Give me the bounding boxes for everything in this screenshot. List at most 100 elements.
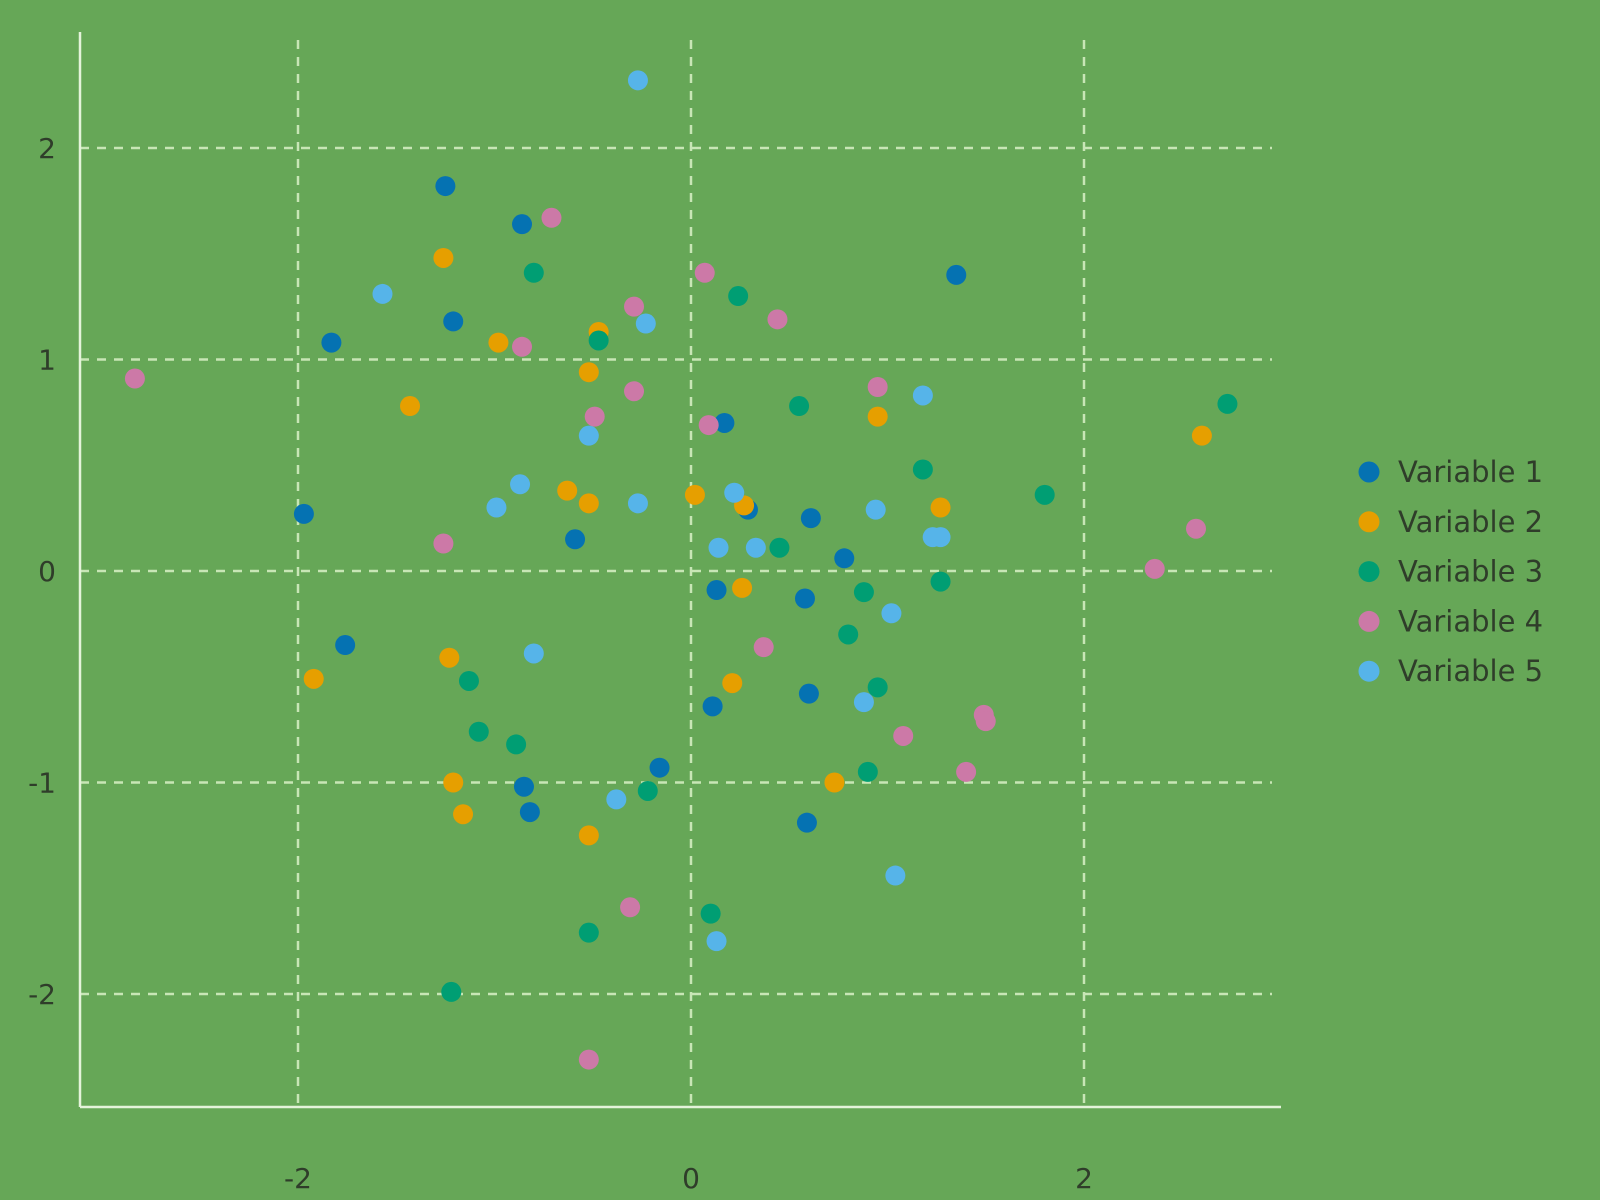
data-point: [443, 772, 464, 793]
y-tick-label: -1: [28, 767, 56, 800]
data-point: [433, 533, 454, 554]
data-point: [853, 582, 874, 603]
data-point: [578, 425, 599, 446]
data-point: [930, 527, 951, 548]
data-points: [124, 70, 1238, 1070]
data-point: [637, 780, 658, 801]
legend-marker: [1358, 561, 1380, 583]
data-point: [867, 376, 888, 397]
data-point: [853, 692, 874, 713]
data-point: [588, 330, 609, 351]
data-point: [798, 683, 819, 704]
data-point: [649, 757, 670, 778]
data-point: [881, 603, 902, 624]
data-point: [512, 336, 533, 357]
data-point: [732, 577, 753, 598]
x-tick-label: -2: [284, 1162, 312, 1195]
data-point: [486, 497, 507, 518]
data-point: [769, 537, 790, 558]
data-point: [627, 70, 648, 91]
data-point: [700, 903, 721, 924]
data-point: [443, 311, 464, 332]
data-point: [865, 499, 886, 520]
data-point: [824, 772, 845, 793]
x-tick-label: 0: [682, 1162, 700, 1195]
legend-item-1: Variable 1: [1358, 455, 1543, 489]
data-point: [867, 677, 888, 698]
data-point: [557, 480, 578, 501]
legend-label: Variable 4: [1398, 604, 1543, 638]
data-point: [303, 668, 324, 689]
data-point: [124, 368, 145, 389]
data-point: [838, 624, 859, 645]
legend-marker: [1358, 511, 1380, 533]
data-point: [541, 207, 562, 228]
data-point: [722, 673, 743, 694]
data-point: [512, 214, 533, 235]
data-point: [789, 396, 810, 417]
data-point: [694, 262, 715, 283]
data-point: [293, 503, 314, 524]
data-point: [794, 588, 815, 609]
legend-label: Variable 5: [1398, 654, 1543, 688]
data-point: [435, 176, 456, 197]
legend-label: Variable 1: [1398, 455, 1543, 489]
legend-label: Variable 2: [1398, 505, 1543, 539]
data-point: [578, 1049, 599, 1070]
y-tick-label: 2: [38, 132, 56, 165]
data-point: [912, 459, 933, 480]
data-point: [620, 897, 641, 918]
data-point: [930, 571, 951, 592]
data-point: [684, 484, 705, 505]
data-point: [578, 922, 599, 943]
data-point: [584, 406, 605, 427]
data-point: [714, 412, 735, 433]
data-point: [372, 283, 393, 304]
data-point: [519, 802, 540, 823]
data-point: [885, 865, 906, 886]
data-point: [753, 637, 774, 658]
data-point: [767, 309, 788, 330]
series-5: [372, 70, 951, 952]
tick-labels: -2 0 2 2 1 0 -1 -2: [28, 132, 1093, 1195]
data-point: [453, 804, 474, 825]
legend: Variable 1 Variable 2 Variable 3 Variable 4…: [1358, 455, 1543, 688]
data-point: [624, 381, 645, 402]
data-point: [488, 332, 509, 353]
data-point: [627, 493, 648, 514]
data-point: [523, 262, 544, 283]
data-point: [724, 482, 745, 503]
data-point: [335, 635, 356, 656]
data-point: [458, 670, 479, 691]
axes: [78, 32, 1281, 1109]
series-3: [441, 262, 1238, 1002]
legend-marker: [1358, 660, 1380, 682]
data-point: [706, 580, 727, 601]
data-point: [800, 508, 821, 529]
data-point: [513, 776, 534, 797]
data-point: [578, 825, 599, 846]
data-point: [441, 981, 462, 1002]
series-1: [293, 176, 967, 833]
legend-marker: [1358, 610, 1380, 632]
data-point: [834, 548, 855, 569]
data-point: [510, 474, 531, 495]
data-point: [708, 537, 729, 558]
data-point: [1191, 425, 1212, 446]
data-point: [606, 789, 627, 810]
data-point: [930, 497, 951, 518]
data-point: [857, 761, 878, 782]
data-point: [698, 415, 719, 436]
data-point: [702, 696, 723, 717]
data-point: [796, 812, 817, 833]
legend-item-5: Variable 5: [1358, 654, 1543, 688]
data-point: [1186, 518, 1207, 539]
legend-item-3: Variable 3: [1358, 555, 1543, 589]
data-point: [468, 721, 489, 742]
data-point: [624, 296, 645, 317]
legend-item-4: Variable 4: [1358, 604, 1543, 638]
y-tick-label: 1: [38, 344, 56, 377]
y-tick-label: 0: [38, 555, 56, 588]
data-point: [400, 396, 421, 417]
